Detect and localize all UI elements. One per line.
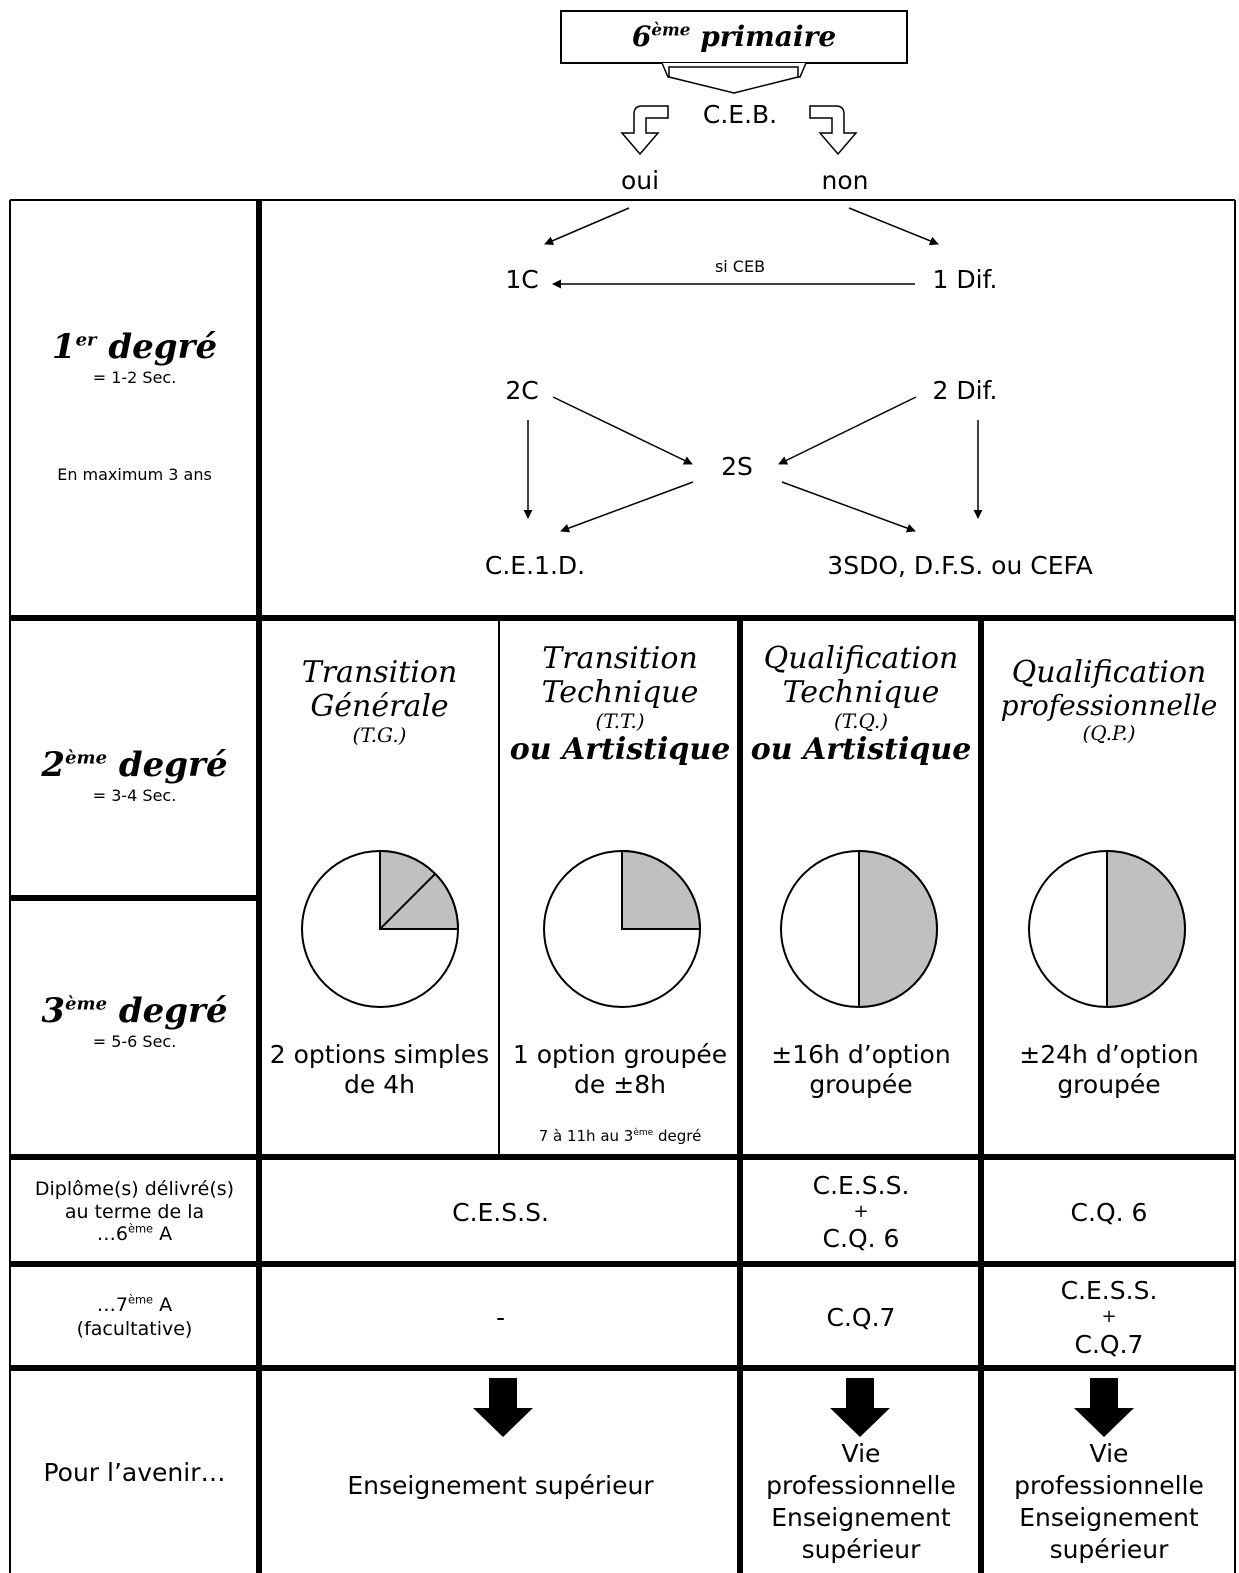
pie-1-shaded-slice [621, 849, 702, 930]
arrow-2s-to-ce1d [560, 481, 694, 533]
non-label: non [821, 166, 869, 195]
column-tt-header: Transition Technique (T.T.) ou Artistiqu… [509, 641, 731, 768]
arrow-2s-to-outcome [781, 481, 916, 533]
arrow-2dif-to-2s [778, 396, 917, 465]
diplomas-6-tg-tt: C.E.S.S. [452, 1197, 549, 1227]
column-tt-options: 1 option groupée de ±8h [512, 1040, 728, 1099]
node-2s: 2S [721, 452, 753, 481]
pie-2-shaded-slice [858, 849, 938, 1009]
ceb-label: C.E.B. [702, 100, 778, 129]
first-degree-sub: = 1-2 Sec. [92, 368, 177, 387]
diplomas-6-label: Diplôme(s) délivré(s) au terme de la …6è… [34, 1177, 235, 1246]
arrow-non-to-1dif [848, 207, 939, 246]
diplomas-7-qp: C.E.S.S. + C.Q.7 [1060, 1276, 1158, 1359]
third-degree-heading: 3ème degré [41, 991, 228, 1031]
column-qp-header: Qualification professionnelle (Q.P.) [1000, 655, 1218, 745]
node-1c: 1C [505, 265, 539, 294]
second-degree-heading: 2ème degré [41, 745, 228, 785]
future-arrow-tq [830, 1378, 890, 1437]
diplomas-6-qp: C.Q. 6 [1070, 1197, 1148, 1227]
si-ceb-label: si CEB [714, 257, 766, 276]
future-tq: Vie professionnelle Enseignement supérieur [766, 1439, 956, 1564]
first-degree-note: En maximum 3 ans [57, 465, 212, 484]
column-qp-options: ±24h d’option groupée [1019, 1040, 1199, 1099]
node-ce1d: C.E.1.D. [484, 551, 586, 580]
column-tt-note: 7 à 11h au 3ème degré [538, 1127, 702, 1145]
curved-arrow-non [809, 105, 858, 156]
diplomas-7-tq: C.Q.7 [826, 1303, 896, 1332]
title-label: 6ème primaire [631, 19, 837, 53]
node-2c: 2C [505, 376, 539, 405]
future-arrow-tg-tt [473, 1378, 533, 1437]
future-arrow-qp [1074, 1378, 1134, 1437]
diplomas-7-tg-tt: - [495, 1303, 506, 1332]
curved-arrow-oui [620, 105, 669, 156]
second-degree-sub: = 3-4 Sec. [92, 786, 177, 805]
third-degree-label: 3ème degré = 5-6 Sec. [10, 994, 259, 1051]
future-tg-tt: Enseignement supérieur [347, 1471, 654, 1500]
column-tq-options: ±16h d’option groupée [771, 1040, 951, 1099]
diplomas-7-label: …7ème A (facultative) [76, 1292, 193, 1340]
node-1dif: 1 Dif. [932, 265, 998, 294]
pie-0-split-line [379, 873, 436, 930]
column-tq-header: Qualification Technique (T.Q.) ou Artist… [750, 641, 972, 768]
oui-label: oui [620, 166, 660, 195]
pie-3-shaded-slice [1106, 849, 1186, 1009]
arrow-oui-to-1c [544, 207, 630, 245]
diplomas-6-tq: C.E.S.S. + C.Q. 6 [812, 1170, 910, 1254]
column-tg-header: Transition Générale (T.G.) [301, 655, 458, 748]
first-degree-label: 1er degré = 1-2 Sec. [10, 330, 259, 387]
future-arrows [473, 1378, 1134, 1437]
third-degree-sub: = 5-6 Sec. [92, 1032, 177, 1051]
node-outcome: 3SDO, D.F.S. ou CEFA [827, 551, 1093, 580]
future-label: Pour l’avenir… [43, 1457, 226, 1487]
column-tg-options: 2 options simples de 4h [269, 1040, 490, 1099]
title-box [560, 10, 908, 64]
second-degree-label: 2ème degré = 3-4 Sec. [10, 748, 259, 805]
node-2dif: 2 Dif. [932, 376, 998, 405]
pie-group [301, 849, 1186, 1009]
arrow-2c-to-2s [552, 396, 693, 465]
first-degree-heading: 1er degré [51, 327, 218, 367]
future-qp: Vie professionnelle Enseignement supérieur [1014, 1439, 1204, 1564]
